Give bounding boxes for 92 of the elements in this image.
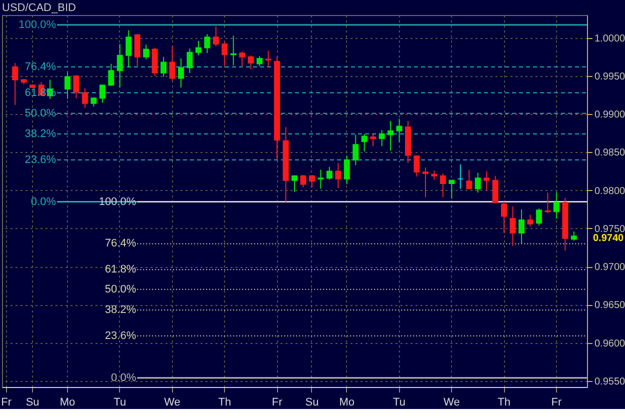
x-tick-label: Fr <box>1 396 12 408</box>
candlestick <box>126 30 132 68</box>
annotation: 0.0% <box>30 196 56 208</box>
candlestick <box>248 54 254 70</box>
candlestick <box>440 173 446 198</box>
x-tick-label: Su <box>26 396 40 408</box>
y-tick-label: 0.9750 <box>594 224 625 235</box>
y-tick-label: 0.9600 <box>594 338 625 350</box>
y-tick-label: 0.9850 <box>594 148 625 159</box>
x-tick-label: Mo <box>60 396 76 408</box>
candlestick <box>431 170 438 180</box>
annotation: 23.6% <box>104 330 136 342</box>
text: 0.9740 <box>593 233 624 244</box>
candlestick <box>265 50 272 68</box>
chart-title: USD/CAD_BID <box>2 2 76 14</box>
x-tick-label: Th <box>218 396 232 408</box>
y-tick-label: 0.9700 <box>594 262 625 274</box>
candlestick <box>73 74 80 99</box>
y-tick-label: 0.9650 <box>594 300 625 312</box>
candlestick <box>448 179 455 200</box>
y-tick-label: 1.0000 <box>594 33 625 44</box>
candlestick <box>370 133 376 147</box>
annotation: 50.0% <box>104 283 136 296</box>
candlestick <box>82 88 88 108</box>
candlestick <box>169 46 176 82</box>
candlestick <box>152 47 158 76</box>
candlestick <box>99 84 106 104</box>
x-tick-label: Tu <box>393 396 406 408</box>
candlestick <box>378 130 385 147</box>
x-tick-label: Fr <box>272 396 283 408</box>
candlestick <box>195 40 202 56</box>
candlestick <box>510 206 516 246</box>
candlestick <box>204 34 210 54</box>
candlestick <box>553 192 560 220</box>
candlestick <box>527 214 534 227</box>
annotation: 76.4% <box>104 238 136 250</box>
candlestick <box>335 162 342 189</box>
candlestick <box>212 26 219 47</box>
annotation: 76.4% <box>24 60 56 73</box>
candlestick <box>484 170 490 191</box>
annotation: 23.6% <box>24 154 56 166</box>
candlestick <box>414 154 420 178</box>
x-tick-label: Th <box>498 396 510 408</box>
candlestick <box>143 44 150 60</box>
candlestick <box>300 174 306 188</box>
candlestick <box>222 41 228 66</box>
x-tick-label: Fr <box>551 396 562 408</box>
candlestick <box>388 120 394 152</box>
candlestick <box>457 164 464 190</box>
candlestick <box>160 56 167 78</box>
annotation: 100.0% <box>18 18 56 31</box>
candlestick <box>64 72 70 100</box>
candlestick <box>134 34 140 67</box>
annotation: 38.2% <box>104 304 136 316</box>
candlestick <box>422 166 428 198</box>
candlestick <box>518 208 525 244</box>
candlestick <box>308 174 315 188</box>
candlestick <box>344 156 350 185</box>
annotation: 38.2% <box>24 128 56 140</box>
x-tick-label: Tu <box>114 396 126 408</box>
candlestick <box>326 166 332 180</box>
candlestick <box>230 35 236 66</box>
candlestick <box>12 62 18 106</box>
x-tick-label: Mo <box>339 396 355 408</box>
candlestick <box>474 172 481 194</box>
y-tick-label: 0.9950 <box>594 71 625 82</box>
x-tick-label: We <box>444 396 460 408</box>
x-tick-label: Su <box>305 396 319 408</box>
candlestick <box>544 192 551 214</box>
candlestick <box>292 175 298 192</box>
y-tick-label: 0.9550 <box>594 376 625 388</box>
annotation: 50.0% <box>24 107 56 120</box>
candlestick <box>466 169 472 190</box>
candlestick <box>396 118 402 143</box>
candlestick <box>352 134 359 166</box>
candlestick <box>256 56 263 67</box>
candlestick <box>108 63 114 86</box>
candlestick <box>116 43 123 88</box>
candlestick <box>570 230 577 242</box>
y-tick-label: 0.9900 <box>594 110 625 121</box>
annotation: 0.0% <box>111 372 136 384</box>
candlestick <box>536 208 542 226</box>
candlestick <box>186 48 193 74</box>
candlestick <box>361 133 368 152</box>
candlestick <box>318 169 324 190</box>
annotation: 61.8% <box>104 264 136 276</box>
y-tick-label: 0.9800 <box>594 186 625 197</box>
candlestick <box>239 51 246 68</box>
candlestick <box>492 175 498 204</box>
candlestick <box>178 58 184 88</box>
candlestick <box>501 201 508 234</box>
x-tick-label: We <box>164 396 180 408</box>
